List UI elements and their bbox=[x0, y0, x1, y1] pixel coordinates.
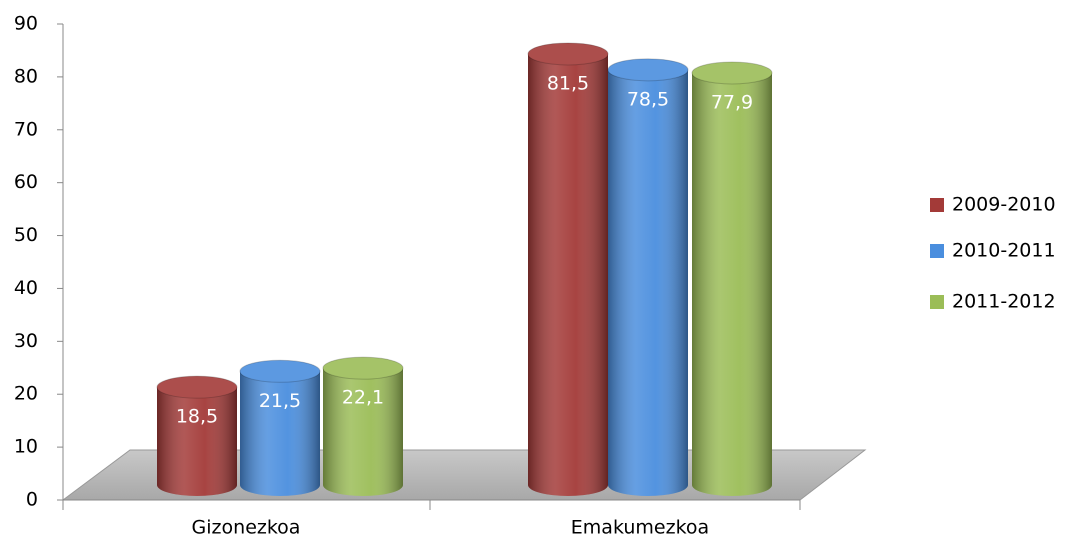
cylinder-top-shade bbox=[323, 357, 403, 380]
legend-swatch bbox=[930, 295, 944, 309]
x-tick-label: Emakumezkoa bbox=[571, 517, 709, 539]
cylinder-shade bbox=[157, 387, 237, 496]
cylinder-top-shade bbox=[528, 42, 608, 65]
legend-label: 2011-2012 bbox=[952, 291, 1056, 313]
data-label: 22,1 bbox=[342, 387, 384, 409]
y-tick-label: 10 bbox=[14, 436, 38, 458]
y-tick-label: 80 bbox=[14, 65, 38, 87]
x-tick-label: Gizonezkoa bbox=[192, 517, 301, 539]
legend-label: 2009-2010 bbox=[952, 194, 1056, 216]
legend-swatch bbox=[930, 244, 944, 258]
y-tick-label: 30 bbox=[14, 330, 38, 352]
y-tick-label: 50 bbox=[14, 224, 38, 246]
data-label: 21,5 bbox=[259, 390, 301, 412]
cylinder-top-shade bbox=[692, 61, 772, 84]
data-label: 18,5 bbox=[176, 406, 218, 428]
cylinder-shade bbox=[240, 371, 320, 496]
cylinder-top-shade bbox=[608, 58, 688, 81]
legend-label: 2010-2011 bbox=[952, 240, 1056, 262]
cylinder-top-shade bbox=[157, 376, 237, 399]
y-tick-label: 40 bbox=[14, 277, 38, 299]
y-tick-label: 60 bbox=[14, 171, 38, 193]
cylinder-shade bbox=[692, 72, 772, 497]
cylinder-top bbox=[156, 375, 238, 399]
legend-swatch bbox=[930, 198, 944, 212]
cylinder-shade bbox=[528, 53, 608, 496]
cylinder-top-shade bbox=[240, 360, 320, 383]
y-tick-label: 90 bbox=[14, 13, 38, 35]
y-tick-label: 0 bbox=[26, 489, 38, 511]
cylinder-top bbox=[322, 356, 404, 380]
data-label: 78,5 bbox=[627, 88, 669, 110]
y-tick-label: 70 bbox=[14, 118, 38, 140]
data-label: 77,9 bbox=[711, 91, 753, 113]
y-tick-label: 20 bbox=[14, 383, 38, 405]
cylinder-top bbox=[691, 61, 773, 85]
cylinder-shade bbox=[323, 368, 403, 496]
cylinder-top bbox=[239, 359, 321, 383]
cylinder-top bbox=[607, 58, 689, 82]
cylinder-shade bbox=[608, 69, 688, 497]
data-label: 81,5 bbox=[547, 72, 589, 94]
cylinder-top bbox=[527, 42, 609, 66]
